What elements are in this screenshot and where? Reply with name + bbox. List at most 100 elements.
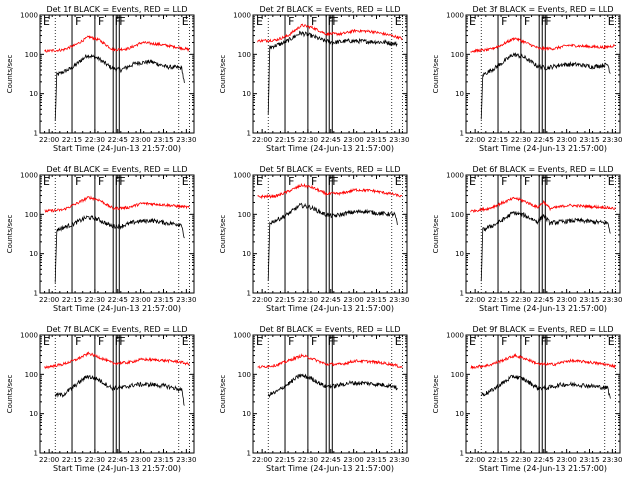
series-lld-line [470, 37, 616, 54]
y-axis-title: Counts/sec [432, 375, 440, 414]
x-tick-label: 23:15 [366, 296, 386, 304]
y-tick-label: 100 [25, 211, 38, 219]
event-label: F [541, 335, 547, 348]
event-label: F [332, 175, 338, 188]
event-label: E [469, 175, 476, 188]
x-tick-label: 22:15 [62, 136, 82, 144]
series-events-line [480, 374, 611, 399]
x-tick-label: 22:15 [62, 296, 82, 304]
x-tick-label: 22:45 [534, 296, 554, 304]
series-events-line [480, 210, 611, 282]
x-tick-label: 23:30 [176, 456, 196, 464]
y-tick-label: 1000 [446, 172, 464, 180]
event-label: F [288, 335, 294, 348]
series-events-line [267, 202, 398, 281]
x-tick-label: 23:00 [344, 136, 364, 144]
event-label: F [311, 15, 317, 28]
plot-frame [39, 174, 195, 294]
x-tick-label: 22:00 [252, 136, 272, 144]
event-label: E [256, 175, 263, 188]
y-tick-label: 1000 [20, 172, 38, 180]
event-label: F [119, 335, 125, 348]
event-label: F [332, 15, 338, 28]
y-tick-label: 1 [247, 130, 251, 138]
event-label: F [328, 335, 334, 348]
x-tick-label: 23:15 [579, 136, 599, 144]
event-label: F [311, 335, 317, 348]
y-axis-title: Counts/sec [219, 375, 227, 414]
y-tick-label: 10 [455, 90, 464, 98]
x-axis-title: Start Time (24-Jun-13 21:57:00) [266, 464, 394, 473]
y-axis-title: Counts/sec [6, 215, 14, 254]
x-tick-label: 22:00 [465, 136, 485, 144]
event-label: E [182, 175, 189, 188]
x-tick-label: 23:15 [366, 456, 386, 464]
x-tick-label: 22:00 [252, 296, 272, 304]
event-label: E [608, 175, 615, 188]
plot-frame [465, 174, 621, 294]
x-axis-title: Start Time (24-Jun-13 21:57:00) [479, 304, 607, 313]
panel-title: Det 5f BLACK = Events, RED = LLD [259, 165, 400, 174]
y-tick-label: 10 [29, 250, 38, 258]
event-label: E [608, 335, 615, 348]
series-events-line [54, 374, 185, 406]
event-label: F [75, 15, 81, 28]
x-tick-label: 22:00 [39, 456, 59, 464]
y-tick-label: 100 [238, 51, 251, 59]
x-tick-label: 23:15 [366, 136, 386, 144]
x-tick-label: 22:45 [321, 296, 341, 304]
event-label: F [501, 175, 507, 188]
x-axis-title: Start Time (24-Jun-13 21:57:00) [479, 144, 607, 153]
event-label: F [524, 175, 530, 188]
x-tick-label: 23:30 [389, 456, 409, 464]
event-label: E [43, 15, 50, 28]
x-tick-label: 23:30 [176, 296, 196, 304]
x-tick-label: 22:00 [39, 136, 59, 144]
y-tick-label: 100 [451, 371, 464, 379]
event-label: F [98, 15, 104, 28]
x-axis-title: Start Time (24-Jun-13 21:57:00) [266, 144, 394, 153]
x-axis-title: Start Time (24-Jun-13 21:57:00) [53, 304, 181, 313]
panel-title: Det 8f BLACK = Events, RED = LLD [259, 325, 400, 334]
x-tick-label: 22:30 [511, 136, 531, 144]
y-tick-label: 10 [29, 90, 38, 98]
y-axis-title: Counts/sec [219, 55, 227, 94]
x-tick-label: 22:00 [39, 296, 59, 304]
series-events-line [54, 53, 185, 121]
x-tick-label: 22:15 [275, 296, 295, 304]
x-tick-label: 22:00 [465, 296, 485, 304]
series-lld-line [470, 196, 616, 213]
plot-frame [465, 334, 621, 454]
y-tick-label: 100 [451, 51, 464, 59]
event-label: F [75, 335, 81, 348]
series-lld-line [257, 182, 403, 200]
plot-frame [39, 14, 195, 134]
y-tick-label: 1 [247, 450, 251, 458]
y-tick-label: 10 [242, 250, 251, 258]
x-tick-label: 22:00 [252, 456, 272, 464]
x-tick-label: 23:15 [579, 296, 599, 304]
x-tick-label: 22:45 [534, 456, 554, 464]
x-tick-label: 23:00 [557, 296, 577, 304]
event-label: F [328, 15, 334, 28]
y-tick-label: 1000 [20, 12, 38, 20]
x-tick-label: 23:30 [389, 296, 409, 304]
series-lld-line [44, 35, 190, 53]
x-tick-label: 22:45 [108, 296, 128, 304]
event-label: F [115, 335, 121, 348]
panel-title: Det 7f BLACK = Events, RED = LLD [46, 325, 187, 334]
event-label: F [311, 175, 317, 188]
event-label: F [545, 15, 551, 28]
x-axis-title: Start Time (24-Jun-13 21:57:00) [53, 144, 181, 153]
y-tick-label: 100 [25, 371, 38, 379]
x-tick-label: 22:45 [321, 136, 341, 144]
panel-title: Det 1f BLACK = Events, RED = LLD [46, 5, 187, 14]
y-tick-label: 1000 [233, 172, 251, 180]
x-tick-label: 23:15 [153, 296, 173, 304]
